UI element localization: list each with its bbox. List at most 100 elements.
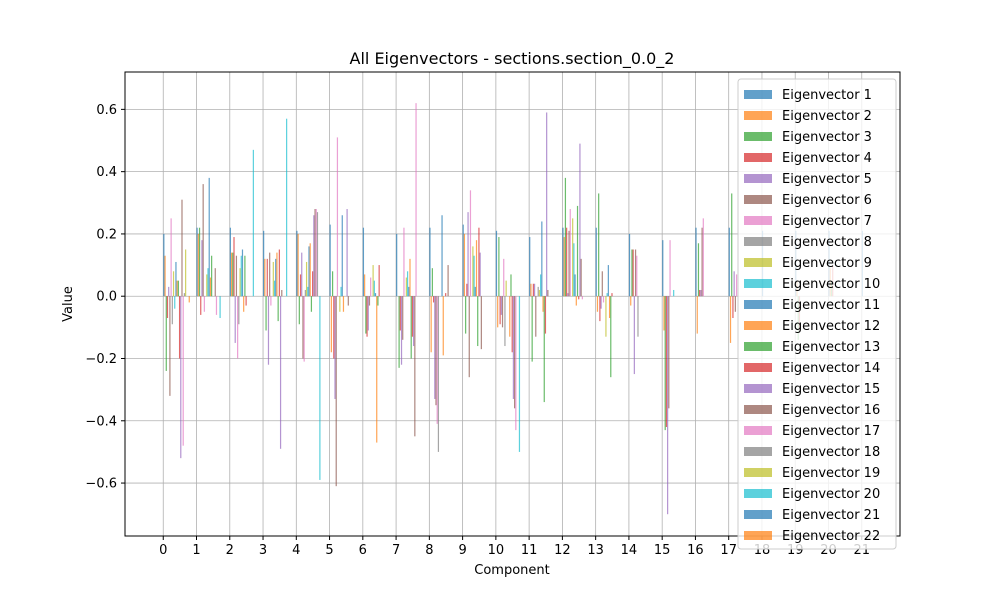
legend-swatch — [744, 90, 772, 99]
x-tick-label: 14 — [621, 543, 638, 558]
bar — [515, 296, 517, 431]
legend-swatch — [744, 132, 772, 141]
legend-label: Eigenvector 20 — [782, 487, 880, 502]
bar — [568, 230, 570, 297]
bar — [219, 296, 221, 319]
bar — [196, 227, 198, 297]
bar — [315, 209, 317, 297]
legend-swatch — [744, 468, 772, 477]
legend-swatch — [744, 258, 772, 267]
bar — [378, 265, 380, 297]
bar — [667, 296, 669, 515]
bar — [733, 271, 735, 297]
x-tick-label: 1 — [192, 543, 200, 558]
bar — [563, 237, 565, 297]
legend-swatch — [744, 195, 772, 204]
bar — [531, 296, 533, 362]
legend-swatch — [744, 321, 772, 330]
x-tick-label: 11 — [521, 543, 538, 558]
bar — [272, 261, 274, 297]
bar — [630, 296, 632, 306]
bar — [367, 296, 369, 331]
bar — [514, 296, 516, 409]
bar — [362, 227, 365, 297]
x-tick-label: 12 — [554, 543, 571, 558]
bar — [296, 230, 298, 297]
bar — [540, 274, 542, 297]
bar — [607, 265, 609, 297]
legend-swatch — [744, 384, 772, 393]
bar — [631, 249, 633, 297]
bar — [405, 277, 407, 297]
bar — [636, 255, 638, 297]
bar — [595, 227, 597, 297]
bar — [546, 112, 548, 297]
bar — [312, 271, 314, 297]
legend-label: Eigenvector 8 — [782, 235, 872, 250]
bar — [734, 296, 736, 312]
bar — [399, 296, 401, 331]
bar — [463, 233, 466, 297]
legend-label: Eigenvector 9 — [782, 256, 872, 271]
bar — [366, 296, 368, 337]
bar — [275, 258, 277, 297]
bar — [365, 296, 367, 334]
bar — [664, 296, 666, 431]
x-tick-label: 7 — [392, 543, 400, 558]
bar — [376, 296, 378, 443]
bar — [441, 215, 443, 297]
bar — [572, 218, 574, 297]
bar — [396, 233, 398, 297]
bar — [500, 296, 502, 315]
bar — [208, 177, 210, 297]
bar — [169, 296, 171, 396]
x-tick-label: 2 — [226, 543, 234, 558]
bar — [580, 258, 582, 297]
bar — [341, 215, 343, 297]
bar — [632, 249, 634, 297]
bar — [301, 252, 303, 297]
bar — [606, 293, 608, 297]
legend-swatch — [744, 510, 772, 519]
bar — [232, 252, 234, 297]
y-tick-label: 0.4 — [96, 165, 117, 180]
bar — [297, 233, 299, 297]
bar — [578, 296, 580, 300]
bar — [202, 184, 204, 297]
bar — [201, 240, 203, 297]
bar — [700, 289, 702, 297]
bar — [313, 215, 315, 297]
bar — [263, 230, 265, 297]
bar — [511, 296, 513, 353]
y-tick-label: 0.2 — [96, 227, 117, 242]
legend-label: Eigenvector 5 — [782, 172, 872, 187]
bar — [302, 296, 304, 359]
bar — [437, 296, 440, 452]
bar — [215, 296, 218, 315]
legend-swatch — [744, 216, 772, 225]
bar — [278, 249, 280, 297]
legend-label: Eigenvector 11 — [782, 298, 880, 313]
bar — [207, 268, 209, 297]
bar — [165, 296, 167, 371]
bar — [699, 289, 701, 297]
bar — [663, 296, 665, 331]
bar — [668, 296, 670, 409]
bar — [596, 296, 599, 312]
bar — [669, 240, 671, 297]
legend-swatch — [744, 447, 772, 456]
bar — [497, 296, 499, 328]
bar — [469, 190, 472, 297]
bar — [197, 233, 199, 297]
bar — [442, 296, 444, 356]
bar — [410, 296, 412, 359]
bar — [474, 286, 476, 297]
bar — [233, 237, 235, 297]
bar — [576, 205, 579, 297]
bar — [200, 296, 202, 315]
bar — [229, 227, 231, 297]
bar — [409, 258, 411, 297]
bar — [209, 277, 212, 297]
bar — [532, 283, 534, 297]
